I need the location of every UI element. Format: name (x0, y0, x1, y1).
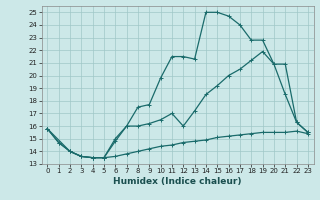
X-axis label: Humidex (Indice chaleur): Humidex (Indice chaleur) (113, 177, 242, 186)
